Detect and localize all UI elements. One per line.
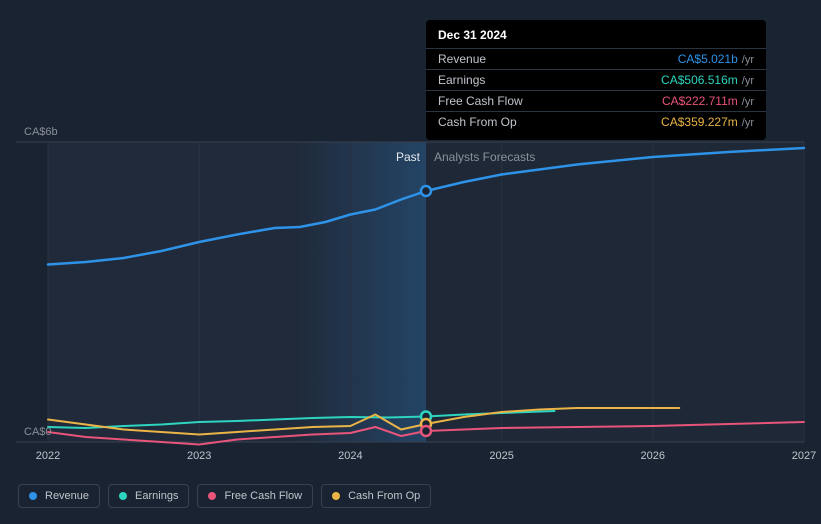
tooltip-row-label: Free Cash Flow <box>438 94 523 108</box>
legend-label: Free Cash Flow <box>224 490 302 502</box>
legend-dot <box>119 492 127 500</box>
y-axis-label: CA$6b <box>24 126 58 138</box>
legend-item-revenue[interactable]: Revenue <box>18 484 100 508</box>
x-axis-label: 2024 <box>338 450 362 462</box>
legend-label: Earnings <box>135 490 178 502</box>
legend-dot <box>208 492 216 500</box>
tooltip-row: Free Cash Flow CA$222.711m/yr <box>426 90 766 111</box>
x-axis-label: 2022 <box>36 450 60 462</box>
tooltip-row: Earnings CA$506.516m/yr <box>426 69 766 90</box>
legend-label: Cash From Op <box>348 490 420 502</box>
tooltip-row-unit: /yr <box>742 96 754 108</box>
tooltip-row: Cash From Op CA$359.227m/yr <box>426 111 766 132</box>
tooltip-row-value: CA$359.227m <box>661 115 738 129</box>
tooltip-row-unit: /yr <box>742 75 754 87</box>
past-label: Past <box>396 150 420 164</box>
marker-dot <box>421 426 431 436</box>
hover-tooltip: Dec 31 2024 Revenue CA$5.021b/yr Earnings C… <box>426 20 766 140</box>
legend-label: Revenue <box>45 490 89 502</box>
tooltip-row-value: CA$5.021b <box>678 52 738 66</box>
x-axis-label: 2023 <box>187 450 211 462</box>
legend-dot <box>29 492 37 500</box>
x-axis-label: 2025 <box>489 450 513 462</box>
forecast-label: Analysts Forecasts <box>434 150 535 164</box>
legend: Revenue Earnings Free Cash Flow Cash From O… <box>18 484 431 508</box>
tooltip-date: Dec 31 2024 <box>426 28 766 48</box>
tooltip-row-value: CA$506.516m <box>661 73 738 87</box>
tooltip-row-label: Earnings <box>438 73 485 87</box>
legend-item-free-cash-flow[interactable]: Free Cash Flow <box>197 484 313 508</box>
y-axis-label: CA$0 <box>24 426 52 438</box>
x-axis-label: 2027 <box>792 450 816 462</box>
tooltip-row-label: Revenue <box>438 52 486 66</box>
tooltip-row: Revenue CA$5.021b/yr <box>426 48 766 69</box>
legend-item-cash-from-op[interactable]: Cash From Op <box>321 484 431 508</box>
x-axis-label: 2026 <box>641 450 665 462</box>
legend-item-earnings[interactable]: Earnings <box>108 484 189 508</box>
tooltip-row-value: CA$222.711m <box>662 94 738 108</box>
legend-dot <box>332 492 340 500</box>
tooltip-row-label: Cash From Op <box>438 115 517 129</box>
marker-dot <box>421 186 431 196</box>
tooltip-row-unit: /yr <box>742 117 754 129</box>
tooltip-row-unit: /yr <box>742 54 754 66</box>
